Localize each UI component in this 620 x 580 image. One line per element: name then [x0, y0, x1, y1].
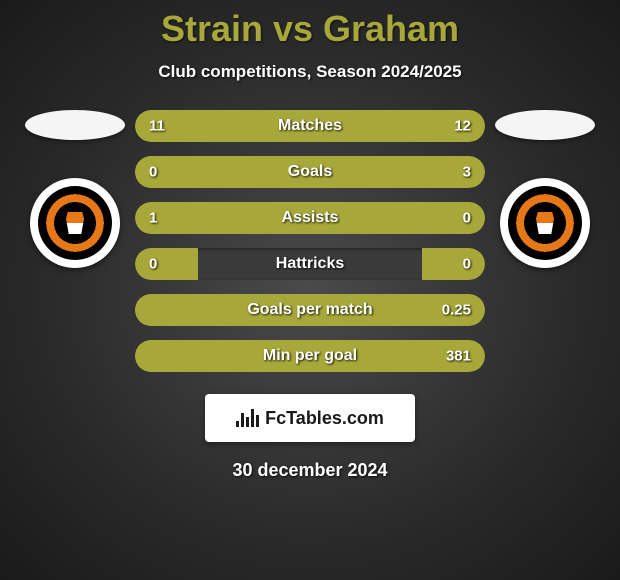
stat-value-right: 381 [446, 348, 471, 365]
player-left-column [25, 110, 125, 268]
date-label: 30 december 2024 [0, 460, 620, 481]
comparison-card: Strain vs Graham Club competitions, Seas… [0, 0, 620, 481]
stat-label: Goals per match [247, 301, 372, 319]
page-title: Strain vs Graham [0, 8, 620, 50]
bars-icon [236, 409, 259, 427]
stat-label: Goals [288, 163, 332, 181]
stat-value-right: 3 [463, 164, 471, 181]
stat-label: Assists [282, 209, 339, 227]
stat-label: Hattricks [276, 255, 344, 273]
stat-fill-right [422, 248, 485, 280]
stat-label: Min per goal [263, 347, 357, 365]
player-right-column [495, 110, 595, 268]
stat-row: 0 3 Goals [135, 156, 485, 188]
club-crest-icon [508, 186, 582, 260]
flag-left [25, 110, 125, 140]
subtitle: Club competitions, Season 2024/2025 [0, 62, 620, 82]
stat-row: 0 0 Hattricks [135, 248, 485, 280]
stat-value-right: 0.25 [442, 302, 471, 319]
stat-fill-left [135, 248, 198, 280]
stat-row: 1 0 Assists [135, 202, 485, 234]
stat-row: 11 12 Matches [135, 110, 485, 142]
club-badge-right [500, 178, 590, 268]
stat-fill-right [422, 202, 485, 234]
stat-bars: 11 12 Matches 0 3 Goals 1 0 Assists 0 0 Hattricks 0.… [135, 110, 485, 372]
stat-value-left: 11 [149, 118, 165, 135]
comparison-row: 11 12 Matches 0 3 Goals 1 0 Assists 0 0 Hattricks 0.… [0, 110, 620, 372]
stat-label: Matches [278, 117, 342, 135]
stat-row: 381 Min per goal [135, 340, 485, 372]
stat-value-right: 12 [454, 118, 471, 135]
stat-value-left: 0 [149, 164, 157, 181]
footer-brand-text: FcTables.com [265, 408, 384, 429]
stat-value-right: 0 [463, 256, 471, 273]
stat-value-left: 1 [149, 210, 157, 227]
club-crest-icon [38, 186, 112, 260]
stat-row: 0.25 Goals per match [135, 294, 485, 326]
stat-value-right: 0 [463, 210, 471, 227]
stat-value-left: 0 [149, 256, 157, 273]
flag-right [495, 110, 595, 140]
club-badge-left [30, 178, 120, 268]
footer-brand-badge[interactable]: FcTables.com [205, 394, 415, 442]
